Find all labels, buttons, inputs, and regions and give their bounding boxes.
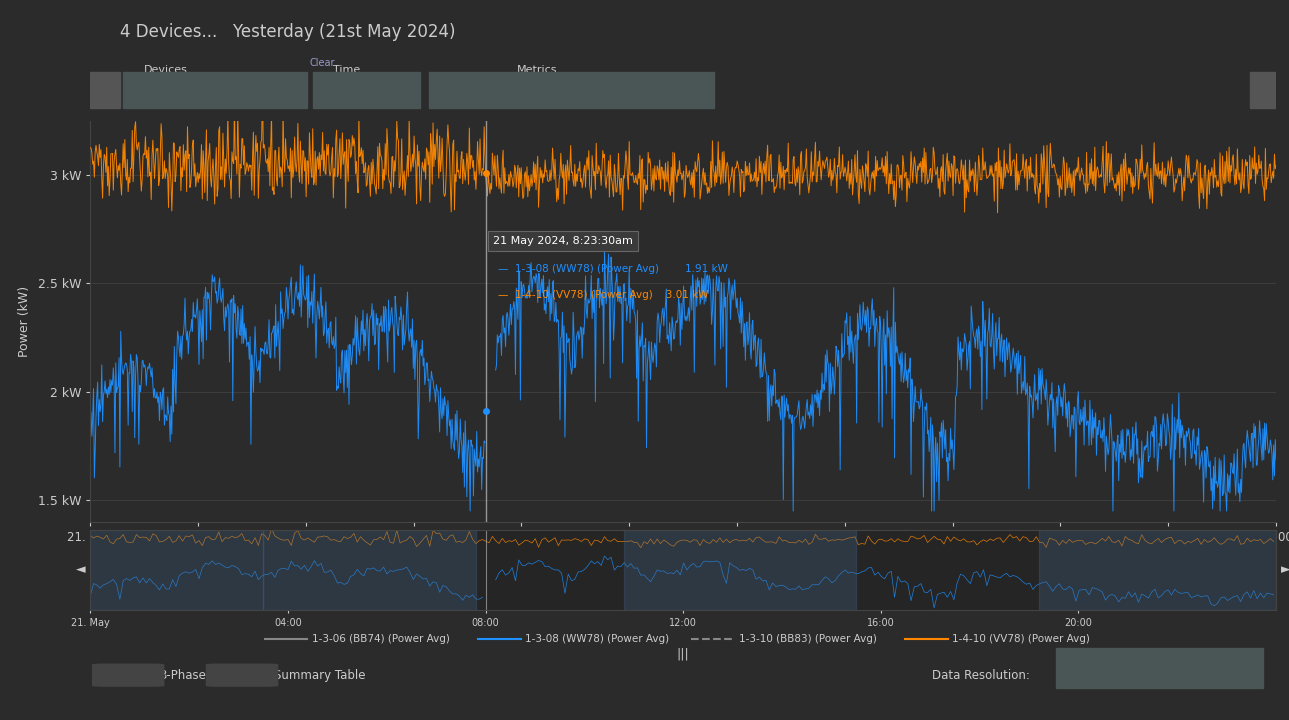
Text: Metrics: Metrics [517, 65, 558, 75]
Text: ●: ● [220, 669, 240, 682]
Text: ▼: ▼ [299, 85, 307, 95]
Text: |||: ||| [677, 648, 690, 661]
FancyBboxPatch shape [206, 665, 277, 686]
FancyBboxPatch shape [90, 72, 120, 108]
Text: 3-Phase: 3-Phase [159, 669, 206, 682]
Text: Time: Time [334, 65, 361, 75]
FancyBboxPatch shape [124, 72, 307, 108]
Text: ►: ► [1281, 564, 1289, 577]
Text: 15 seconds  ▼: 15 seconds ▼ [1065, 663, 1143, 673]
Text: ●: ● [107, 669, 126, 682]
FancyBboxPatch shape [1250, 72, 1276, 108]
Text: 1-3-06, 1-3-08, 1-3-10 & 1-...: 1-3-06, 1-3-08, 1-3-10 & 1-... [131, 85, 282, 95]
Bar [624, 530, 856, 610]
FancyBboxPatch shape [313, 72, 420, 108]
Text: Devices: Devices [143, 65, 187, 75]
Text: 21 May 2024, 8:23:30am: 21 May 2024, 8:23:30am [492, 235, 633, 246]
Bar [1039, 530, 1276, 610]
Bar [90, 530, 263, 610]
Text: Yesterday: Yesterday [320, 85, 371, 95]
Y-axis label: Power (kW): Power (kW) [18, 286, 31, 357]
Text: 1-3-08 (WW78) (Power Avg): 1-3-08 (WW78) (Power Avg) [526, 634, 669, 644]
Text: ◄: ◄ [76, 564, 85, 577]
FancyBboxPatch shape [93, 665, 164, 686]
Text: 1-4-10 (VV78) (Power Avg): 1-4-10 (VV78) (Power Avg) [953, 634, 1090, 644]
Text: ▼: ▼ [410, 85, 418, 95]
Text: 1-3-10 (BB83) (Power Avg): 1-3-10 (BB83) (Power Avg) [739, 634, 877, 644]
Text: —  1-4-10 (VV78) (Power Avg)    3.01 kW: — 1-4-10 (VV78) (Power Avg) 3.01 kW [498, 290, 709, 300]
Text: Summary Table: Summary Table [275, 669, 366, 682]
Text: Clear: Clear [309, 58, 335, 68]
FancyBboxPatch shape [429, 72, 714, 108]
FancyBboxPatch shape [1056, 648, 1263, 688]
Bar [263, 530, 476, 610]
Text: 1-3-06 (BB74) (Power Avg): 1-3-06 (BB74) (Power Avg) [312, 634, 450, 644]
Text: ▼: ▼ [705, 85, 713, 95]
Text: Data Resolution:: Data Resolution: [932, 669, 1030, 682]
Text: 4 Devices...   Yesterday (21st May 2024): 4 Devices... Yesterday (21st May 2024) [120, 23, 455, 41]
Text: —  1-3-08 (WW78) (Power Avg)        1.91 kW: — 1-3-08 (WW78) (Power Avg) 1.91 kW [498, 264, 728, 274]
Text: Power (avg); 15s: Power (avg); 15s [438, 85, 525, 95]
